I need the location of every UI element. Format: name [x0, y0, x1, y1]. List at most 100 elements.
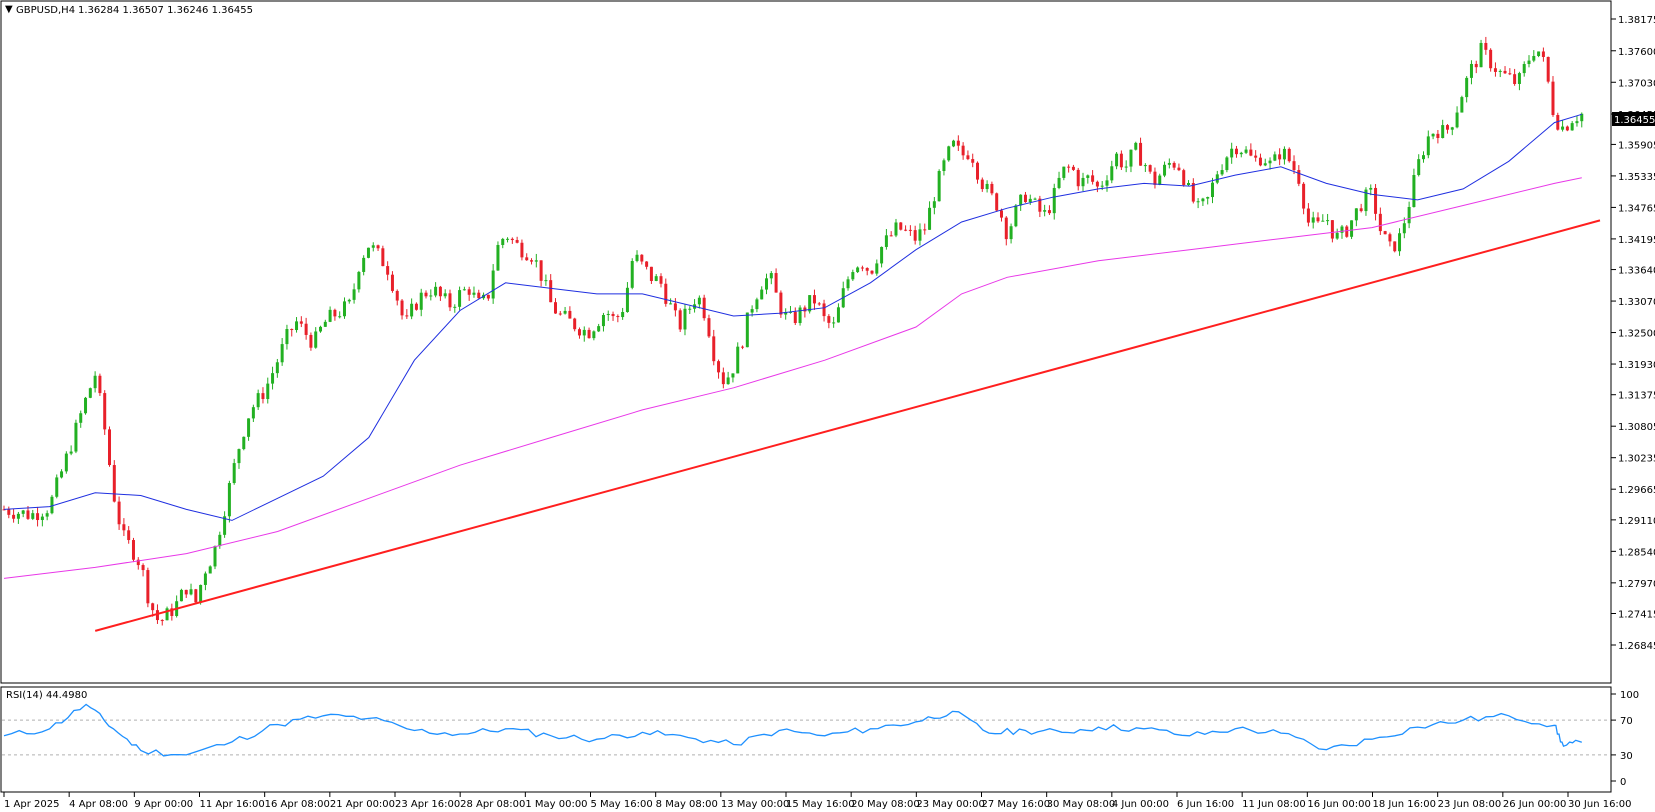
time-tick-label: 11 Jun 08:00	[1242, 799, 1306, 810]
candle-bear	[386, 266, 390, 275]
candle-bull	[597, 326, 601, 332]
candle-bear	[333, 309, 337, 317]
candle-bear	[381, 248, 385, 267]
candle-bull	[1282, 148, 1286, 160]
candle-bull	[1206, 197, 1210, 199]
candle-bull	[501, 238, 505, 245]
price-tick-label: 1.32500	[1618, 329, 1655, 340]
price-pane[interactable]	[0, 0, 1612, 684]
candle-bull	[1220, 170, 1224, 175]
candle-bear	[649, 266, 653, 281]
candle-bear	[976, 162, 980, 180]
candle-bull	[21, 510, 25, 514]
candle-bear	[678, 310, 682, 330]
candle-bear	[1153, 171, 1157, 185]
candle-bear	[558, 313, 562, 315]
candle-bull	[606, 313, 610, 315]
candle-bull	[429, 295, 433, 297]
candle-bull	[1225, 157, 1229, 171]
rsi-tick-label: 30	[1620, 751, 1633, 762]
candle-bull	[323, 321, 327, 327]
candle-bull	[251, 407, 255, 419]
candle-bear	[1316, 217, 1320, 222]
candle-bear	[525, 257, 529, 261]
candle-bull	[884, 235, 888, 247]
candle-bull	[203, 573, 207, 585]
candle-bull	[223, 516, 227, 535]
time-tick-label: 18 Jun 16:00	[1373, 799, 1437, 810]
candle-bear	[414, 303, 418, 310]
candle-bull	[798, 307, 802, 324]
candle-bull	[1100, 185, 1104, 187]
time-tick-label: 16 Jun 00:00	[1307, 799, 1371, 810]
candle-bear	[1191, 183, 1195, 202]
candle-bull	[271, 373, 275, 384]
collapse-arrow-icon[interactable]: ▼	[5, 4, 13, 15]
candle-bear	[112, 465, 116, 502]
candle-bull	[1431, 133, 1435, 137]
candle-bull	[1019, 194, 1023, 206]
candle-bear	[980, 179, 984, 190]
candle-bear	[131, 540, 135, 560]
candle-bear	[1067, 166, 1071, 168]
price-tick-label: 1.30805	[1618, 422, 1655, 433]
candle-bear	[587, 329, 591, 339]
candle-bull	[947, 146, 951, 161]
candle-bear	[664, 283, 668, 304]
candle-bull	[1450, 127, 1454, 130]
candle-bull	[1460, 97, 1464, 113]
candle-bull	[443, 293, 447, 297]
time-tick-label: 23 Apr 16:00	[395, 799, 460, 810]
candle-bull	[342, 301, 346, 317]
candle-bear	[1095, 181, 1099, 187]
rsi-tick-label: 70	[1620, 716, 1633, 727]
candle-bull	[1134, 142, 1138, 150]
candle-bull	[371, 245, 375, 248]
candle-bull	[247, 418, 251, 437]
candle-bear	[1551, 81, 1555, 116]
time-tick-label: 13 May 00:00	[721, 799, 790, 810]
candle-bear	[793, 311, 797, 324]
candle-bull	[769, 273, 773, 279]
candle-bear	[160, 620, 164, 622]
time-tick-label: 28 Apr 08:00	[460, 799, 525, 810]
candle-bear	[136, 559, 140, 566]
candle-bull	[213, 546, 217, 567]
candle-bull	[1273, 154, 1277, 161]
candle-bear	[405, 315, 409, 317]
time-tick-label: 6 Jun 16:00	[1177, 799, 1234, 810]
candle-bull	[31, 513, 35, 519]
candle-bull	[462, 289, 466, 291]
candle-bear	[141, 565, 145, 571]
candle-bear	[1546, 56, 1550, 82]
candle-bear	[707, 318, 711, 337]
current-price-box	[1612, 112, 1655, 126]
candle-bear	[812, 295, 816, 304]
time-tick-label: 9 Apr 00:00	[134, 799, 193, 810]
candle-bear	[659, 276, 663, 284]
candle-bear	[26, 510, 30, 519]
candle-bull	[1062, 166, 1066, 178]
candle-bull	[846, 279, 850, 289]
price-tick-label: 1.33070	[1618, 297, 1655, 308]
candle-bull	[55, 477, 59, 497]
rsi-pane[interactable]	[0, 686, 1612, 793]
candle-bull	[295, 321, 299, 331]
candle-bull	[851, 272, 855, 280]
candle-bear	[438, 286, 442, 297]
candle-bear	[822, 303, 826, 317]
price-tick-label: 1.28540	[1618, 547, 1655, 558]
candle-bear	[971, 159, 975, 163]
candle-bear	[702, 297, 706, 319]
candle-bear	[155, 610, 159, 621]
candle-bull	[1167, 162, 1171, 165]
candle-bull	[338, 316, 342, 318]
candle-bull	[1398, 233, 1402, 252]
candle-bull	[544, 280, 548, 282]
candle-bull	[74, 422, 78, 452]
candle-bull	[1580, 113, 1584, 122]
price-tick-label: 1.27415	[1618, 610, 1655, 621]
candle-bear	[12, 514, 16, 519]
candle-bull	[875, 263, 879, 274]
candle-bull	[1210, 182, 1214, 198]
